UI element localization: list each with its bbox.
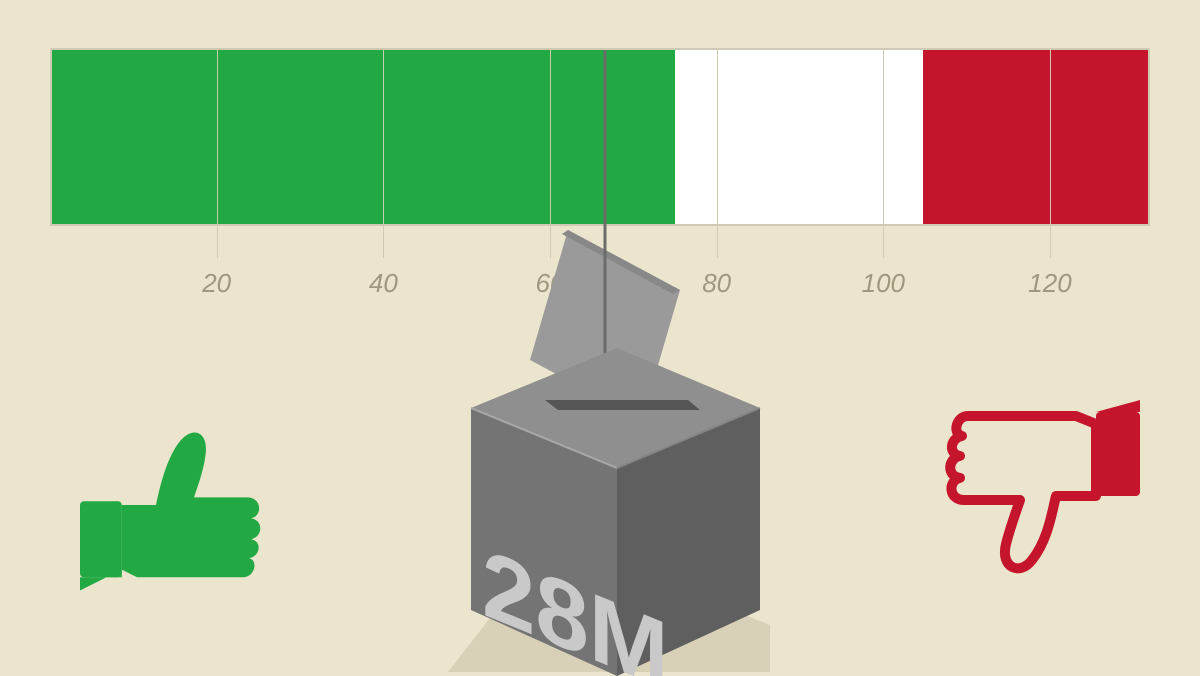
box-front (471, 408, 617, 676)
ballot-paper (530, 230, 680, 420)
box-slot (545, 400, 700, 410)
tick-label: 80 (702, 268, 731, 299)
gridline (883, 48, 884, 258)
gridline (383, 48, 384, 258)
bar-track (50, 48, 1150, 226)
gridline (217, 48, 218, 258)
tick-label: 100 (862, 268, 905, 299)
gridline (550, 48, 551, 258)
tick-label: 60 (536, 268, 565, 299)
thumb-down-icon (940, 380, 1140, 580)
thumb-up-icon (80, 410, 270, 600)
gridline (717, 48, 718, 258)
box-top (471, 348, 760, 468)
segment-blank (675, 50, 924, 224)
box-side (617, 408, 760, 676)
tick-label: 20 (202, 268, 231, 299)
tick-label: 120 (1028, 268, 1071, 299)
tick-label: 40 (369, 268, 398, 299)
segment-yes (52, 50, 675, 224)
segment-no (923, 50, 1148, 224)
result-bar-chart: 20406080100120 (50, 48, 1150, 258)
gridline (1050, 48, 1051, 258)
box-label: 28M (482, 529, 669, 676)
box-shadow (448, 605, 770, 672)
